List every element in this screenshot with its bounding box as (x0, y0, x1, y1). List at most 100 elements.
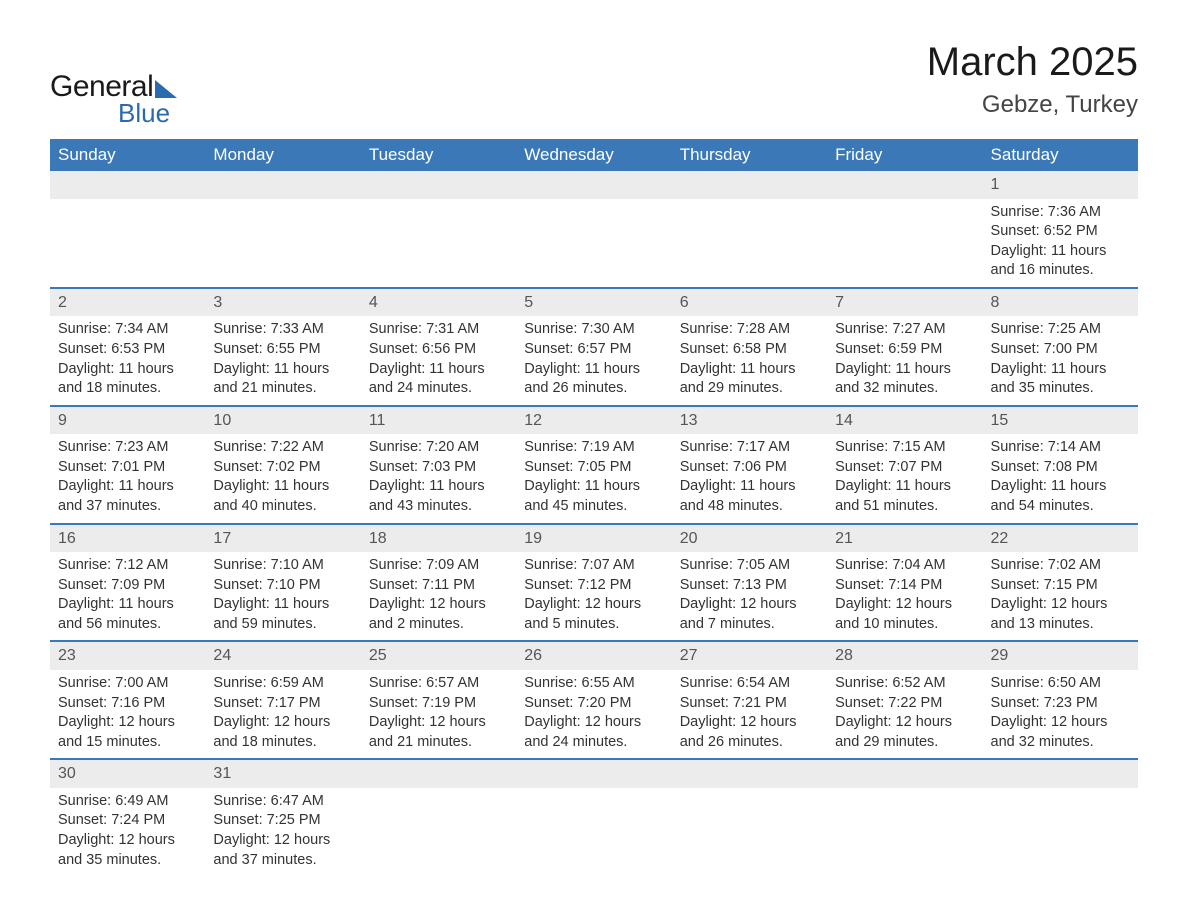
day-number-cell: 31 (205, 759, 360, 788)
sunrise-line: Sunrise: 7:17 AM (680, 438, 819, 458)
daylight-line2: and 59 minutes. (213, 615, 352, 635)
day-number-cell (827, 171, 982, 199)
sunset-line: Sunset: 6:59 PM (835, 340, 974, 360)
day-number-cell: 11 (361, 406, 516, 435)
day-header: Saturday (983, 139, 1138, 171)
daylight-line2: and 10 minutes. (835, 615, 974, 635)
week-detail-row: Sunrise: 6:49 AMSunset: 7:24 PMDaylight:… (50, 788, 1138, 876)
day-number-cell: 29 (983, 641, 1138, 670)
day-number-cell: 12 (516, 406, 671, 435)
daylight-line1: Daylight: 12 hours (835, 595, 974, 615)
day-number-cell: 10 (205, 406, 360, 435)
week-daynum-row: 9101112131415 (50, 406, 1138, 435)
daylight-line1: Daylight: 11 hours (835, 477, 974, 497)
day-detail-cell: Sunrise: 7:10 AMSunset: 7:10 PMDaylight:… (205, 552, 360, 641)
sunset-line: Sunset: 7:15 PM (991, 576, 1130, 596)
day-detail-cell: Sunrise: 7:31 AMSunset: 6:56 PMDaylight:… (361, 316, 516, 405)
day-detail-cell: Sunrise: 7:25 AMSunset: 7:00 PMDaylight:… (983, 316, 1138, 405)
day-detail-cell: Sunrise: 7:09 AMSunset: 7:11 PMDaylight:… (361, 552, 516, 641)
day-detail-cell: Sunrise: 7:28 AMSunset: 6:58 PMDaylight:… (672, 316, 827, 405)
sunrise-line: Sunrise: 7:25 AM (991, 320, 1130, 340)
daylight-line1: Daylight: 11 hours (680, 360, 819, 380)
daylight-line2: and 56 minutes. (58, 615, 197, 635)
daylight-line1: Daylight: 12 hours (991, 713, 1130, 733)
daylight-line1: Daylight: 11 hours (369, 360, 508, 380)
day-detail-cell: Sunrise: 7:05 AMSunset: 7:13 PMDaylight:… (672, 552, 827, 641)
sunset-line: Sunset: 7:25 PM (213, 811, 352, 831)
daylight-line1: Daylight: 11 hours (213, 595, 352, 615)
daylight-line2: and 24 minutes. (524, 733, 663, 753)
day-detail-cell: Sunrise: 7:15 AMSunset: 7:07 PMDaylight:… (827, 434, 982, 523)
daylight-line2: and 37 minutes. (213, 851, 352, 871)
day-detail-cell: Sunrise: 7:04 AMSunset: 7:14 PMDaylight:… (827, 552, 982, 641)
sunset-line: Sunset: 6:53 PM (58, 340, 197, 360)
sunset-line: Sunset: 7:19 PM (369, 694, 508, 714)
calendar-table: Sunday Monday Tuesday Wednesday Thursday… (50, 139, 1138, 876)
day-detail-cell: Sunrise: 7:33 AMSunset: 6:55 PMDaylight:… (205, 316, 360, 405)
sunrise-line: Sunrise: 7:12 AM (58, 556, 197, 576)
month-title: March 2025 (927, 40, 1138, 85)
day-detail-cell: Sunrise: 7:30 AMSunset: 6:57 PMDaylight:… (516, 316, 671, 405)
daylight-line2: and 5 minutes. (524, 615, 663, 635)
day-number-cell: 3 (205, 288, 360, 317)
daylight-line1: Daylight: 11 hours (213, 360, 352, 380)
daylight-line2: and 21 minutes. (213, 379, 352, 399)
day-number-cell: 8 (983, 288, 1138, 317)
day-number-cell (827, 759, 982, 788)
daylight-line2: and 2 minutes. (369, 615, 508, 635)
day-number-cell: 15 (983, 406, 1138, 435)
daylight-line1: Daylight: 11 hours (58, 477, 197, 497)
daylight-line1: Daylight: 12 hours (680, 713, 819, 733)
day-number-cell: 6 (672, 288, 827, 317)
sunrise-line: Sunrise: 6:47 AM (213, 792, 352, 812)
logo-text-blue: Blue (118, 98, 177, 129)
sunrise-line: Sunrise: 7:34 AM (58, 320, 197, 340)
sunrise-line: Sunrise: 7:31 AM (369, 320, 508, 340)
week-detail-row: Sunrise: 7:36 AMSunset: 6:52 PMDaylight:… (50, 199, 1138, 288)
sunset-line: Sunset: 7:02 PM (213, 458, 352, 478)
daylight-line1: Daylight: 12 hours (991, 595, 1130, 615)
sunset-line: Sunset: 6:57 PM (524, 340, 663, 360)
day-number-cell: 7 (827, 288, 982, 317)
daylight-line2: and 18 minutes. (213, 733, 352, 753)
daylight-line2: and 21 minutes. (369, 733, 508, 753)
day-number-cell (50, 171, 205, 199)
sunset-line: Sunset: 7:13 PM (680, 576, 819, 596)
sunset-line: Sunset: 7:24 PM (58, 811, 197, 831)
week-daynum-row: 23242526272829 (50, 641, 1138, 670)
sunrise-line: Sunrise: 7:27 AM (835, 320, 974, 340)
day-detail-cell: Sunrise: 6:52 AMSunset: 7:22 PMDaylight:… (827, 670, 982, 759)
day-number-cell (672, 759, 827, 788)
day-header-row: Sunday Monday Tuesday Wednesday Thursday… (50, 139, 1138, 171)
day-detail-cell (516, 199, 671, 288)
daylight-line2: and 16 minutes. (991, 261, 1130, 281)
location-label: Gebze, Turkey (927, 91, 1138, 119)
day-detail-cell (516, 788, 671, 876)
sunrise-line: Sunrise: 6:54 AM (680, 674, 819, 694)
sunrise-line: Sunrise: 7:36 AM (991, 203, 1130, 223)
daylight-line1: Daylight: 11 hours (213, 477, 352, 497)
daylight-line1: Daylight: 11 hours (58, 595, 197, 615)
day-number-cell: 27 (672, 641, 827, 670)
week-daynum-row: 2345678 (50, 288, 1138, 317)
daylight-line2: and 15 minutes. (58, 733, 197, 753)
sunset-line: Sunset: 7:08 PM (991, 458, 1130, 478)
day-number-cell: 23 (50, 641, 205, 670)
sunset-line: Sunset: 7:17 PM (213, 694, 352, 714)
day-detail-cell: Sunrise: 7:34 AMSunset: 6:53 PMDaylight:… (50, 316, 205, 405)
day-detail-cell: Sunrise: 7:07 AMSunset: 7:12 PMDaylight:… (516, 552, 671, 641)
day-number-cell (361, 759, 516, 788)
sunrise-line: Sunrise: 7:04 AM (835, 556, 974, 576)
day-detail-cell (672, 199, 827, 288)
day-number-cell: 2 (50, 288, 205, 317)
sunrise-line: Sunrise: 6:50 AM (991, 674, 1130, 694)
daylight-line2: and 40 minutes. (213, 497, 352, 517)
daylight-line2: and 35 minutes. (58, 851, 197, 871)
sunrise-line: Sunrise: 6:49 AM (58, 792, 197, 812)
daylight-line1: Daylight: 11 hours (991, 477, 1130, 497)
day-detail-cell: Sunrise: 7:00 AMSunset: 7:16 PMDaylight:… (50, 670, 205, 759)
day-number-cell: 16 (50, 524, 205, 553)
sunset-line: Sunset: 7:05 PM (524, 458, 663, 478)
day-detail-cell: Sunrise: 6:49 AMSunset: 7:24 PMDaylight:… (50, 788, 205, 876)
sunset-line: Sunset: 7:01 PM (58, 458, 197, 478)
